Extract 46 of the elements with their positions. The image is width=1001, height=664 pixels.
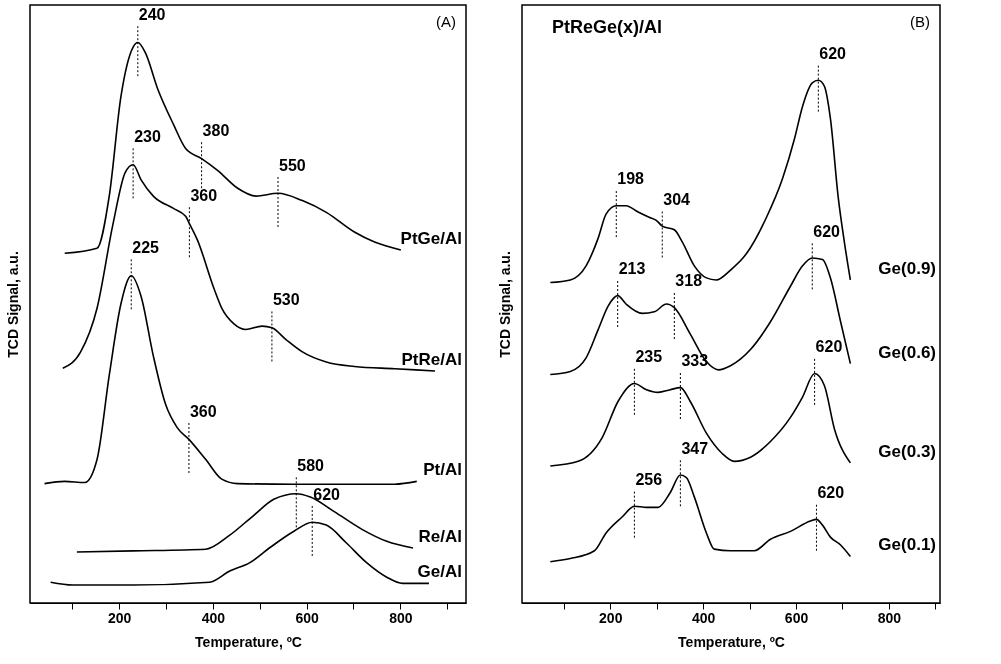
text: PtReGe(x)/Al — [552, 17, 663, 37]
series-label: Ge(0.3) — [878, 441, 936, 461]
annotation: 620 — [819, 44, 847, 62]
annotation: 333 — [681, 352, 709, 370]
series-label: Pt/Al — [423, 460, 462, 480]
annotation: 235 — [635, 348, 663, 366]
annotation: 360 — [190, 186, 218, 204]
x-tick-label: 200 — [107, 609, 132, 626]
annotation: 380 — [202, 121, 230, 139]
y-axis-title: TCD Signal, a.u. — [496, 251, 513, 358]
annotation: 620 — [813, 222, 841, 240]
x-axis-title: Temperature, ºC — [678, 633, 785, 650]
series-label: Ge(0.1) — [878, 535, 936, 555]
x-tick-label: 400 — [691, 609, 716, 626]
x-tick-label: 600 — [295, 609, 319, 626]
series-label: PtRe/Al — [401, 349, 462, 369]
x-tick-label: 800 — [877, 609, 902, 626]
annotation: 198 — [617, 170, 645, 188]
x-axis-title: Temperature, ºC — [195, 633, 302, 650]
series-label: Ge(0.9) — [878, 258, 936, 278]
annotation: 620 — [817, 484, 845, 502]
text: (B) — [910, 13, 930, 30]
series-label: PtGe/Al — [400, 228, 462, 248]
annotation: 620 — [313, 485, 341, 503]
annotation: 213 — [618, 260, 646, 278]
series-label: Ge(0.6) — [878, 342, 936, 362]
annotation: 240 — [138, 5, 166, 23]
x-tick-label: 400 — [201, 609, 226, 626]
x-tick-label: 200 — [599, 609, 623, 626]
x-tick-label: 800 — [389, 609, 413, 626]
annotation: 360 — [189, 402, 217, 420]
x-tick-label: 600 — [784, 609, 809, 626]
series-label: Ge/Al — [417, 562, 462, 582]
series-label: Re/Al — [418, 527, 462, 547]
y-axis-title: TCD Signal, a.u. — [4, 251, 21, 358]
annotation: 550 — [279, 156, 306, 174]
annotation: 225 — [132, 239, 160, 257]
annotation: 530 — [272, 291, 300, 309]
annotation: 580 — [297, 457, 325, 475]
annotation: 620 — [815, 338, 843, 356]
annotation: 304 — [663, 190, 691, 208]
text: (A) — [436, 13, 456, 30]
annotation: 256 — [635, 471, 663, 488]
annotation: 347 — [681, 439, 709, 457]
annotation: 230 — [134, 128, 161, 146]
annotation: 318 — [675, 272, 703, 290]
